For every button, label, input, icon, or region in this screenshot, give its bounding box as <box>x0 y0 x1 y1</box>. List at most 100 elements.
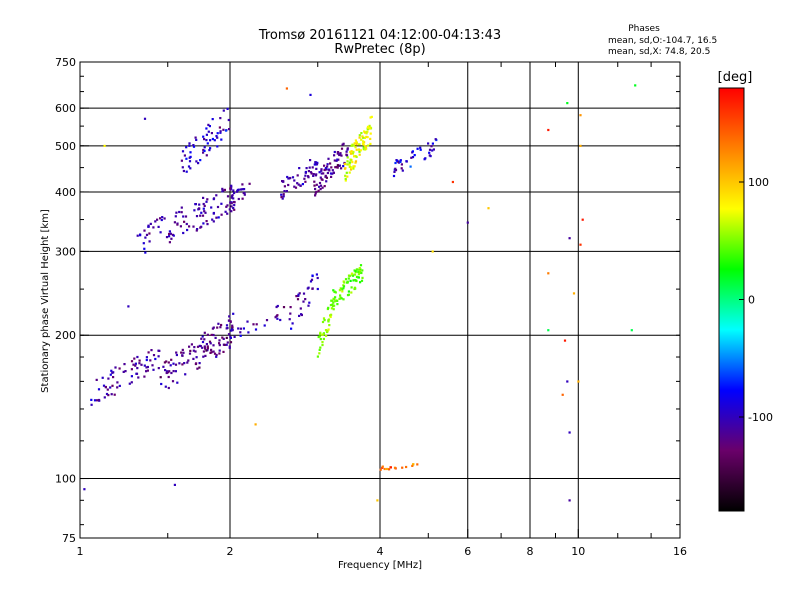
data-point <box>145 370 148 373</box>
data-point <box>340 154 343 157</box>
data-point <box>202 202 205 206</box>
data-point <box>106 388 109 391</box>
data-point <box>216 145 219 148</box>
data-point <box>381 465 384 468</box>
data-point <box>197 162 200 165</box>
data-point <box>188 345 191 348</box>
data-point <box>368 124 371 127</box>
data-point <box>358 267 361 270</box>
data-point <box>225 336 228 339</box>
data-point <box>323 164 326 167</box>
data-point <box>451 180 454 184</box>
data-point <box>217 322 220 325</box>
data-point <box>157 225 160 228</box>
data-point <box>189 167 192 170</box>
data-point <box>195 138 198 141</box>
data-point <box>239 334 242 337</box>
data-point <box>228 128 231 131</box>
data-point <box>220 323 223 327</box>
data-point <box>330 175 333 178</box>
data-point <box>178 210 181 214</box>
data-point <box>164 369 167 372</box>
data-point <box>192 349 195 352</box>
data-point <box>111 384 114 387</box>
data-point <box>188 160 192 163</box>
data-point <box>339 287 342 290</box>
data-point <box>312 173 315 176</box>
data-point <box>159 376 162 379</box>
data-point <box>195 356 198 359</box>
data-point <box>243 193 246 196</box>
data-point <box>167 386 170 390</box>
data-point <box>165 371 168 375</box>
data-point <box>386 467 389 471</box>
data-point <box>316 276 319 280</box>
data-point <box>321 178 324 181</box>
data-point <box>225 205 228 208</box>
data-point <box>305 167 308 170</box>
data-point <box>343 167 347 170</box>
data-point <box>275 305 278 309</box>
data-point <box>413 154 416 157</box>
data-point <box>221 336 224 339</box>
data-point <box>140 363 143 366</box>
data-point <box>176 223 179 226</box>
data-point <box>181 166 184 169</box>
data-point <box>317 189 320 192</box>
data-point <box>243 192 246 195</box>
data-point <box>431 142 434 145</box>
data-point <box>358 150 361 153</box>
data-point <box>226 107 229 110</box>
data-point <box>199 214 202 217</box>
data-point <box>416 463 419 466</box>
data-point <box>218 342 221 345</box>
data-point <box>229 320 232 323</box>
data-point <box>330 307 333 310</box>
data-point <box>133 357 136 360</box>
data-point <box>233 335 236 338</box>
data-point <box>304 298 307 301</box>
data-point <box>204 347 207 350</box>
data-point <box>224 129 228 132</box>
data-point <box>343 281 346 284</box>
data-point <box>206 198 209 201</box>
data-point <box>180 351 183 354</box>
data-point <box>198 362 201 365</box>
data-point <box>148 240 151 243</box>
data-point <box>401 466 404 469</box>
data-point <box>339 296 342 299</box>
data-point <box>212 350 215 353</box>
data-point <box>219 130 222 133</box>
data-point <box>136 355 139 359</box>
y-tick-label: 750 <box>55 56 76 69</box>
y-tick-label: 75 <box>62 532 76 545</box>
data-point <box>237 327 240 330</box>
data-point <box>344 278 348 281</box>
data-point <box>239 327 242 330</box>
data-point <box>361 135 364 138</box>
data-point <box>203 146 206 149</box>
data-point <box>428 151 431 154</box>
data-point <box>315 167 318 170</box>
data-point <box>347 293 350 296</box>
data-point <box>311 166 314 169</box>
data-point <box>229 336 232 339</box>
data-point <box>362 146 365 149</box>
data-point <box>192 225 195 228</box>
data-point <box>323 185 326 188</box>
data-point <box>324 174 327 177</box>
data-point <box>308 166 311 169</box>
data-point <box>181 150 185 153</box>
y-tick-label: 600 <box>55 102 76 115</box>
data-point <box>229 187 232 190</box>
data-point <box>220 138 223 141</box>
data-point <box>314 161 317 164</box>
data-point <box>128 382 131 385</box>
data-point <box>148 232 151 235</box>
data-point <box>136 234 139 237</box>
data-point <box>168 370 171 373</box>
colorbar-tick-label: 0 <box>748 294 755 307</box>
data-point <box>254 423 257 426</box>
data-point <box>577 380 580 383</box>
